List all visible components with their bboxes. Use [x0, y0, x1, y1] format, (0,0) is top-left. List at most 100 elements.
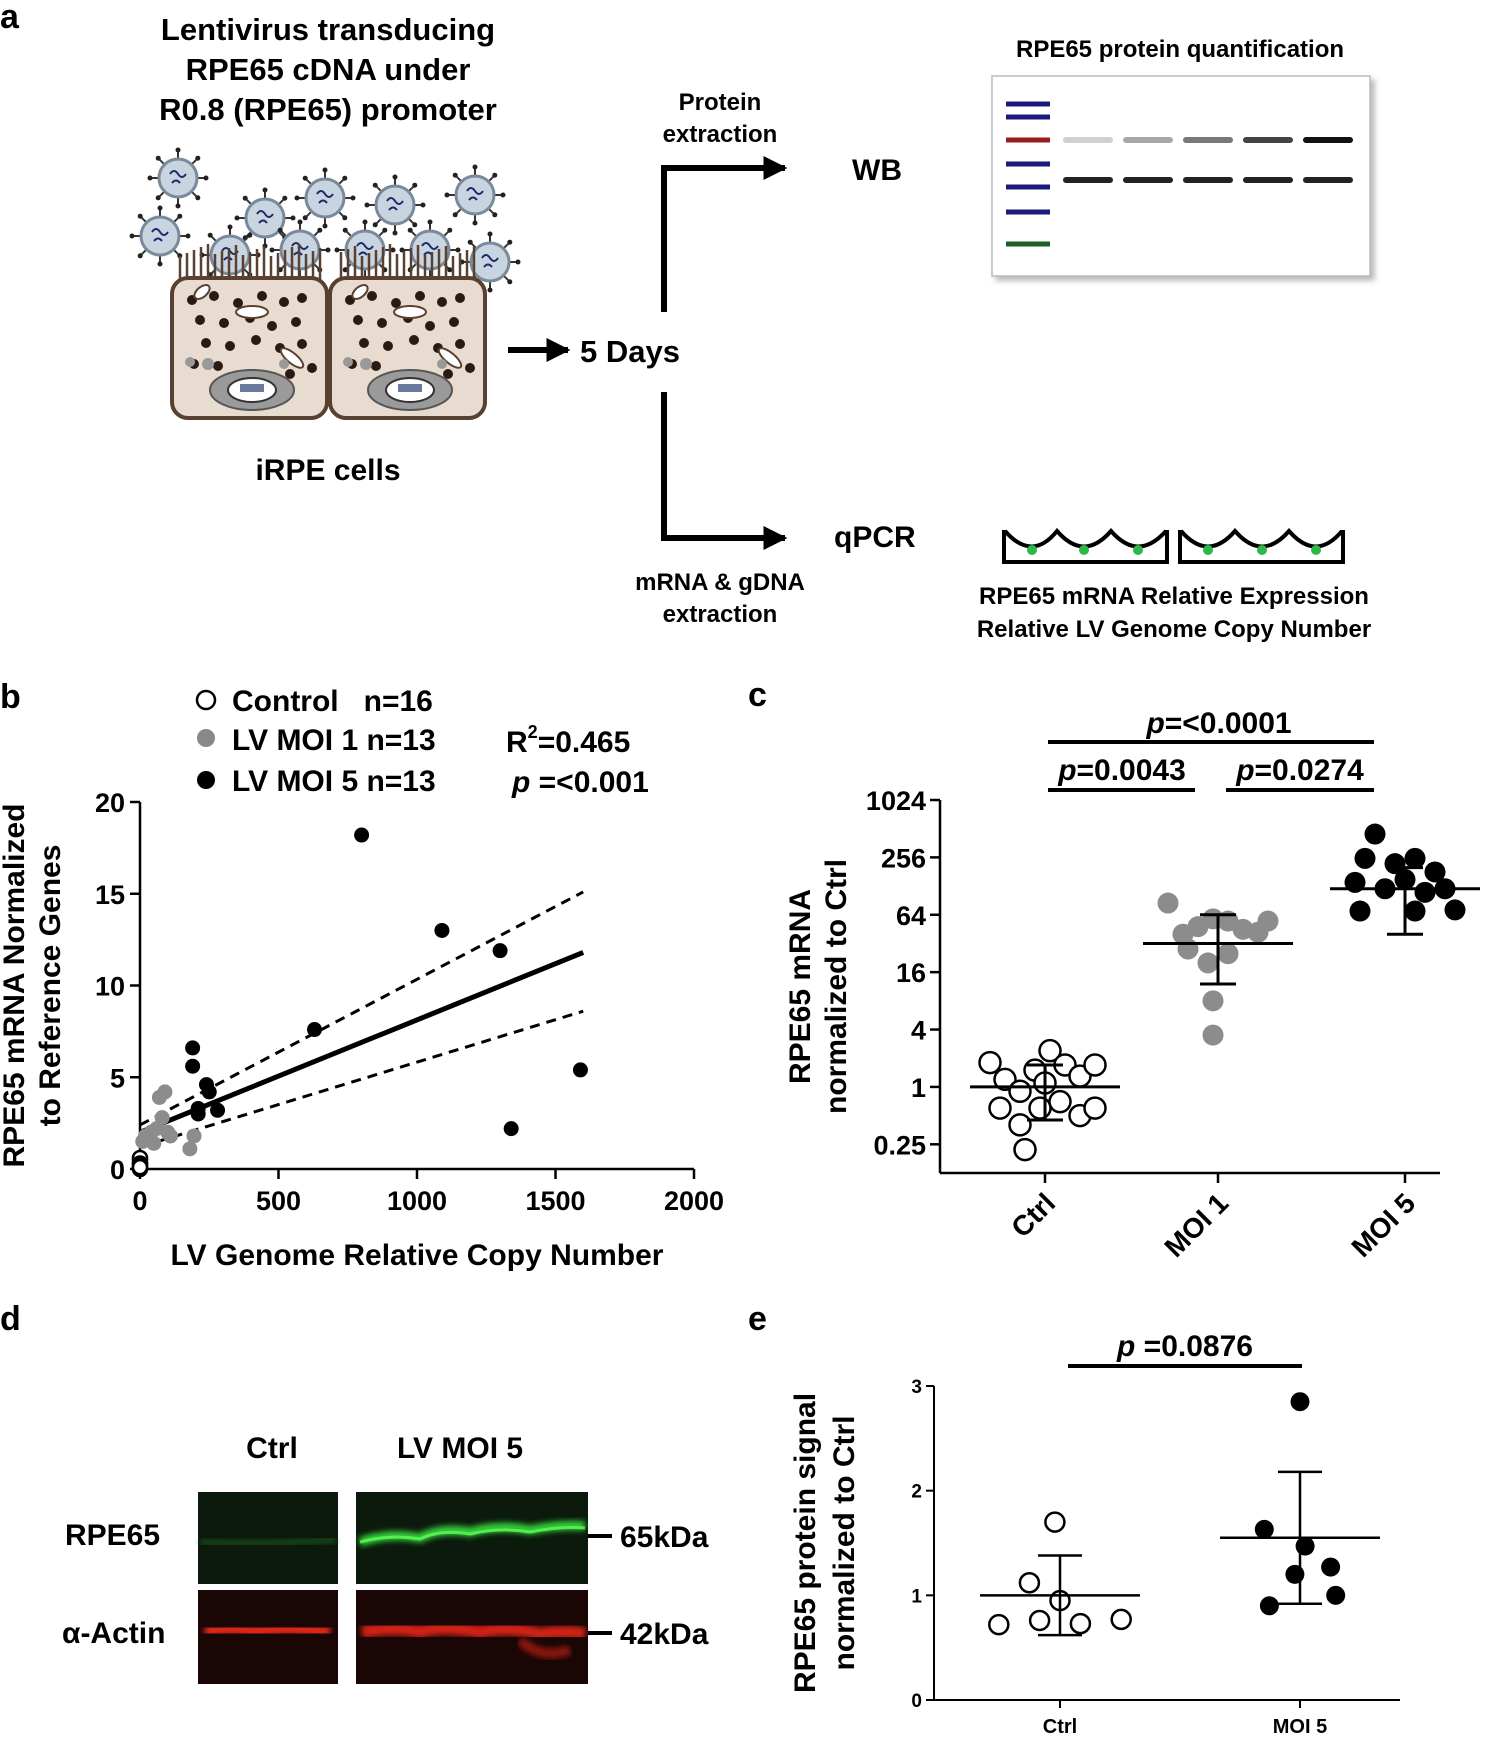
virus-icon — [294, 167, 356, 229]
y-tick-label: 16 — [896, 958, 926, 988]
y-tick-label: 3 — [911, 1377, 922, 1398]
panel-e-letter: e — [748, 1300, 767, 1338]
virus-icon — [334, 219, 396, 281]
y-axis-label-line-2: normalized to Ctrl — [820, 859, 853, 1114]
data-point-open — [1018, 1572, 1041, 1594]
x-tick-label: 0 — [132, 1186, 147, 1216]
panel-a-title-line-2: RPE65 cDNA under — [186, 52, 471, 87]
data-point-black — [1404, 847, 1426, 869]
panel-a-letter: a — [0, 0, 20, 36]
y-tick-label: 1024 — [866, 786, 926, 816]
qpcr-label: qPCR — [834, 521, 916, 554]
days-label: 5 Days — [580, 334, 680, 369]
data-point-black — [1295, 1536, 1315, 1556]
row-label-rpe65: RPE65 — [65, 1519, 160, 1552]
data-point-gray — [1197, 952, 1219, 974]
data-point-black — [201, 1084, 217, 1100]
virus-icon — [147, 147, 209, 209]
data-point-black — [1364, 823, 1386, 845]
data-point-black — [1404, 900, 1426, 922]
data-point-open — [131, 1158, 149, 1176]
regression-line — [139, 950, 585, 1135]
panel-b: b Control n=16 LV MOI 1 n=13 LV MOI 5 n=… — [0, 678, 724, 1272]
data-point-black — [503, 1121, 519, 1137]
data-point-black — [1424, 861, 1446, 883]
x-tick-label: 1000 — [387, 1186, 447, 1216]
data-point-gray — [1202, 990, 1224, 1012]
scatter-chart-b: 0 500 1000 1500 2000 0 5 10 15 20 LV Genome Relati… — [0, 788, 724, 1272]
data-point-black — [1349, 900, 1371, 922]
data-point-black — [185, 1058, 201, 1074]
dot-plot-e: 0 1 2 3 Ctrl MOI 5 RPE65 protein signal normali… — [789, 1377, 1400, 1738]
data-point-open — [988, 1613, 1010, 1636]
lane-label-lv-moi5: LV MOI 5 — [397, 1432, 523, 1465]
data-point-black — [210, 1102, 226, 1118]
panel-a: a Lentivirus transducing RPE65 cDNA unde… — [0, 0, 1371, 643]
x-tick-label: Ctrl — [1043, 1716, 1077, 1738]
data-point-black — [572, 1062, 588, 1078]
data-point-gray — [162, 1128, 178, 1144]
panel-a-title-line-3: R0.8 (RPE65) promoter — [159, 92, 497, 127]
sig-bars-c: p=<0.0001 p=0.0043 p=0.0274 — [1048, 707, 1374, 792]
virus-icon — [364, 174, 426, 236]
panel-c: c p=<0.0001 p=0.0043 p=0.0274 0.25 1 4 16 64… — [748, 676, 1480, 1263]
virus-icon — [129, 205, 191, 267]
x-axis-label: LV Genome Relative Copy Number — [171, 1239, 664, 1272]
virus-icon — [444, 164, 506, 226]
legend-label-control: Control n=16 — [232, 685, 433, 718]
data-point-gray — [154, 1110, 170, 1126]
y-axis-label-line-2: normalized to Ctrl — [828, 1415, 861, 1670]
blot-red-ctrl — [198, 1590, 338, 1684]
p-value-b: p =<0.001 — [511, 766, 649, 799]
legend-label-moi1: LV MOI 1 n=13 — [232, 724, 436, 757]
protein-extraction-line-2: extraction — [663, 121, 778, 148]
wb-bands — [1063, 137, 1353, 183]
sig-c-overall: p=<0.0001 — [1145, 707, 1291, 740]
data-point-gray — [157, 1084, 173, 1100]
data-point-black — [1321, 1557, 1341, 1577]
x-tick-label: MOI 5 — [1345, 1187, 1421, 1263]
data-point-gray — [1157, 892, 1179, 914]
legend-label-moi5: LV MOI 5 n=13 — [232, 765, 436, 798]
data-point-open — [1013, 1137, 1037, 1162]
data-point-black — [1326, 1585, 1346, 1605]
wb-card-title: RPE65 protein quantification — [1016, 36, 1344, 63]
data-point-open — [978, 1050, 1002, 1075]
y-tick-label: 4 — [911, 1016, 926, 1046]
sig-c-moi1-moi5: p=0.0274 — [1235, 754, 1364, 787]
legend-marker-control — [195, 689, 217, 711]
data-point-black — [1254, 1519, 1274, 1539]
r2-label: R2=0.465 — [506, 722, 630, 759]
cells-label: iRPE cells — [255, 454, 400, 487]
qpcr-plate-wells — [1002, 527, 1345, 564]
arrow-to-qpcr — [661, 392, 788, 550]
data-point-open — [993, 1067, 1017, 1092]
data-point-open — [1083, 1096, 1107, 1120]
x-tick-label: 500 — [256, 1186, 301, 1216]
data-point-gray — [1257, 910, 1279, 932]
panel-d-letter: d — [0, 1300, 21, 1338]
data-point-open — [1110, 1608, 1132, 1631]
data-point-open — [1044, 1511, 1066, 1533]
sig-c-ctrl-moi1: p=0.0043 — [1057, 754, 1186, 787]
wb-ladder — [1006, 101, 1050, 247]
y-axis-label-line-1: RPE65 mRNA — [784, 889, 817, 1084]
data-point-open — [1069, 1612, 1092, 1635]
panel-d: d Ctrl LV MOI 5 RPE65 α-Actin 65kDa 42kD… — [0, 1300, 709, 1684]
data-point-gray — [1217, 943, 1239, 965]
data-point-open — [1008, 1113, 1032, 1137]
data-point-open — [1008, 1079, 1032, 1104]
y-tick-label: 20 — [95, 788, 125, 818]
data-point-gray — [186, 1128, 202, 1144]
x-tick-label: 2000 — [664, 1186, 724, 1216]
legend-marker-moi5 — [197, 771, 215, 789]
data-point-open — [1028, 1096, 1052, 1120]
y-tick-label: 2 — [911, 1482, 922, 1503]
data-point-open — [1028, 1609, 1051, 1632]
data-point-black — [185, 1040, 201, 1056]
size-marker-42kda: 42kDa — [620, 1618, 709, 1651]
mrna-extraction-line-2: extraction — [663, 601, 778, 628]
data-point-black — [492, 943, 508, 959]
y-axis-label-line-2: to Reference Genes — [34, 845, 67, 1127]
virus-icon — [234, 187, 296, 249]
